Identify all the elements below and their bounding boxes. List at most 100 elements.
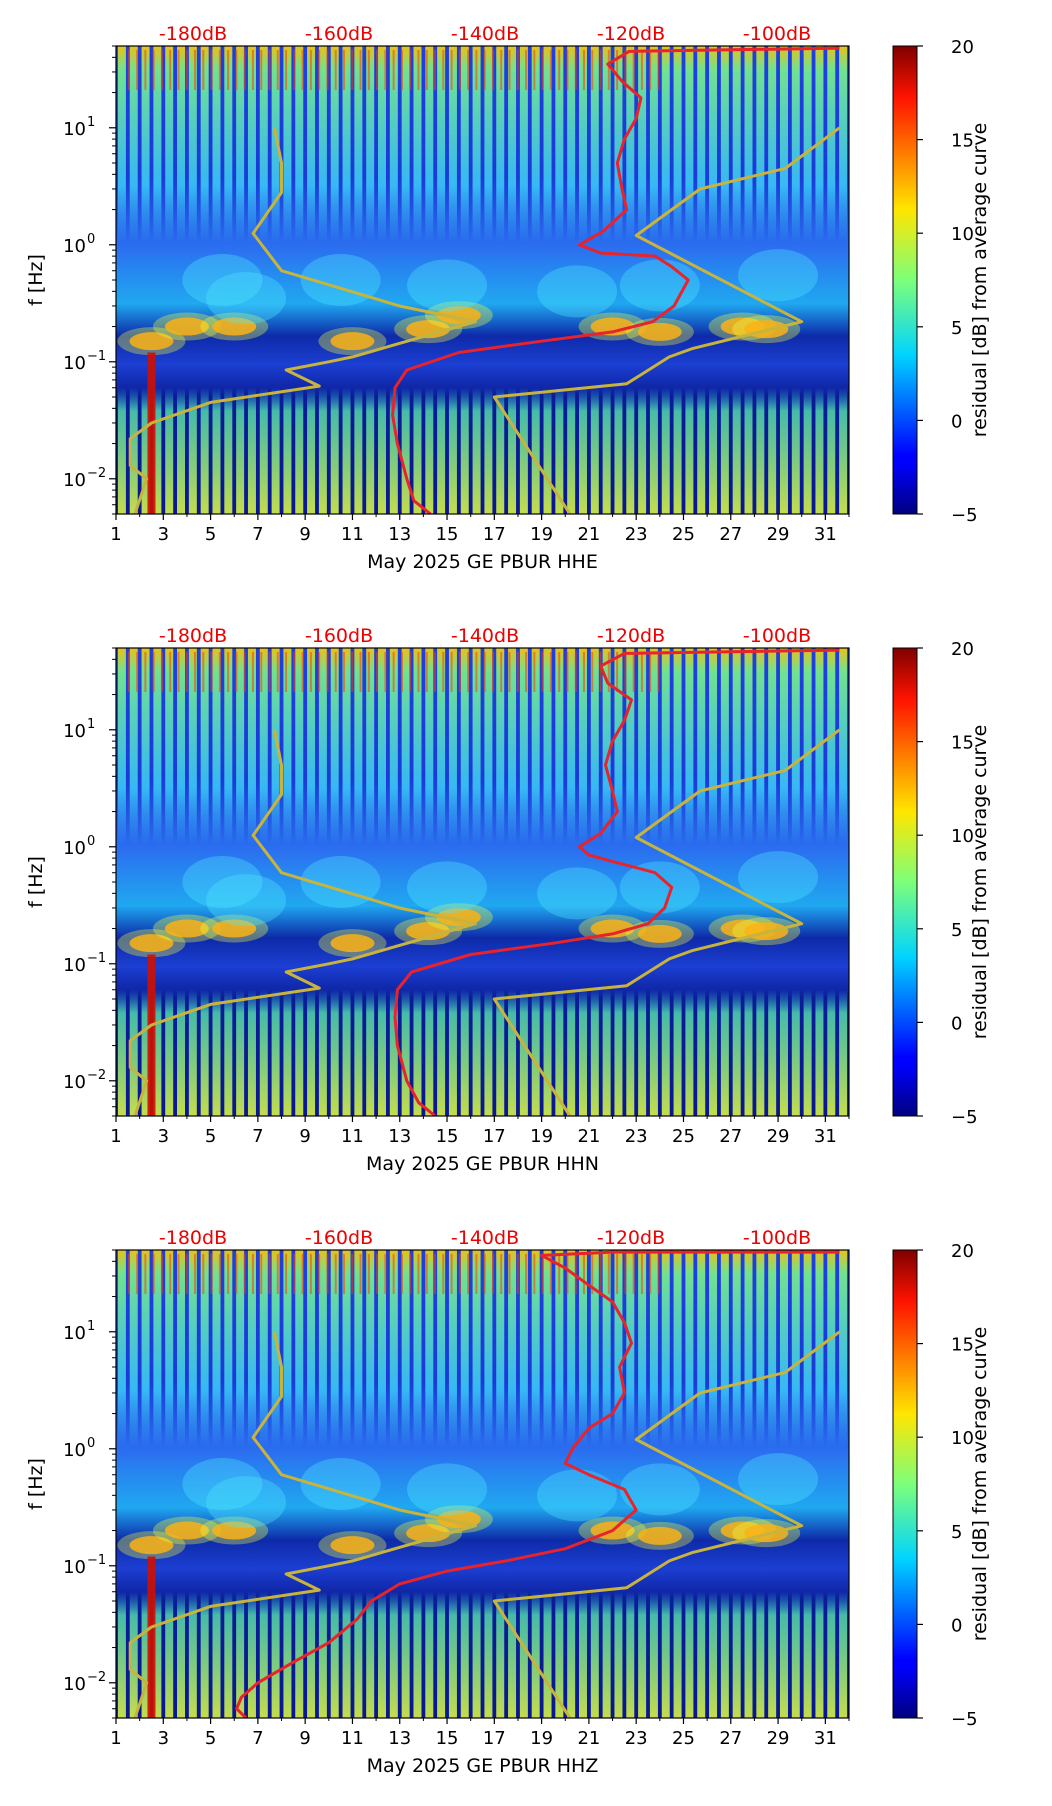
noise-model-curve [128,1331,477,1718]
noise-cloud [407,1463,488,1516]
hf-speckle [541,50,544,90]
hf-speckle [624,1254,627,1294]
microseism-halo [318,1531,387,1560]
microseism-halo [625,1521,694,1550]
y-tick-base: 10 [63,838,86,859]
microseism-blob [406,922,451,941]
y-tick-label: 10 [63,838,86,859]
hf-speckle [218,1254,221,1294]
diurnal-stripe [484,46,493,514]
hf-speckle [235,1254,238,1294]
hf-speckle [276,50,279,90]
hf-speckle [525,652,528,692]
microseism-halo [117,327,186,356]
diurnal-stripe [389,46,398,514]
colorbar-tick-label: 5 [951,318,962,339]
hf-speckle [591,50,594,90]
x-tick-label: 29 [767,1126,790,1147]
hf-speckle [632,1254,635,1294]
colorbar-tick-label: 5 [951,1522,962,1543]
db-scale-label: -120dB [597,625,665,647]
diurnal-stripe [318,648,327,1116]
diurnal-stripe [283,1250,292,1718]
hf-speckle [268,652,271,692]
diurnal-stripe [283,648,292,1116]
x-tick-label: 27 [719,1126,742,1147]
y-tick-exponent: −2 [87,1068,106,1083]
noise-cloud [407,259,488,312]
diurnal-stripe [649,1250,658,1718]
hf-speckle [177,50,180,90]
diurnal-stripe [839,648,848,1116]
colorbar-tick-label: 20 [951,37,974,58]
spectrogram-texture [117,648,848,1116]
noise-cloud [619,861,700,914]
hf-speckle [152,50,155,90]
microseism-blob [637,1526,682,1545]
hf-speckle [549,50,552,90]
diurnal-stripe [177,648,186,1116]
hf-speckle [508,1254,511,1294]
diurnal-stripe [425,648,434,1116]
hf-speckle [541,1254,544,1294]
noise-cloud [738,249,819,302]
hf-speckle [599,652,602,692]
diurnal-stripe [271,1250,280,1718]
noise-cloud [206,874,287,927]
hf-speckle [640,1254,643,1294]
y-tick-label: 10 [63,721,86,742]
hf-speckle [558,652,561,692]
hf-speckle [491,652,494,692]
diurnal-stripe [697,648,706,1116]
db-scale-label: -100dB [743,1227,811,1249]
microseism-halo [625,317,694,346]
hf-speckle [301,50,304,90]
x-tick-label: 23 [625,1126,648,1147]
hf-speckle [541,652,544,692]
hf-speckle [251,652,254,692]
colorbar-tick-label: 15 [951,1335,974,1356]
hf-speckle [342,50,345,90]
hf-speckle [202,1254,205,1294]
hf-speckle [657,652,660,692]
diurnal-stripe [295,648,304,1116]
noise-model-curve-high [492,126,841,514]
colorbar-tick-label: 15 [951,733,974,754]
diurnal-stripe [673,46,682,514]
colorbar-tick-label: 0 [951,1615,962,1636]
hf-speckle [367,1254,370,1294]
hf-speckle [243,652,246,692]
y-tick-base: 10 [63,1072,86,1093]
microseism-halo [152,914,221,943]
db-scale-label: -100dB [743,625,811,647]
diurnal-stripe [378,46,387,514]
diurnal-stripe [177,1250,186,1718]
median-psd-curve [391,46,840,514]
y-tick-label: 10 [63,955,86,976]
hf-speckle [152,1254,155,1294]
microseism-halo [318,327,387,356]
hf-speckle [160,50,163,90]
diurnal-stripe [129,1250,138,1718]
hf-speckle [359,652,362,692]
diurnal-stripe [685,648,694,1116]
hf-speckle [582,652,585,692]
diurnal-stripe [602,648,611,1116]
y-tick-base: 10 [63,955,86,976]
diurnal-stripe [448,46,457,514]
hf-speckle [309,652,312,692]
hf-speckle [483,652,486,692]
diurnal-stripe [413,1250,422,1718]
diurnal-stripe [389,648,398,1116]
y-tick-label: 10 [63,1323,86,1344]
diurnal-stripe [673,648,682,1116]
diurnal-stripe [460,648,469,1116]
microseism-blob [164,317,209,336]
noise-cloud [738,1453,819,1506]
y-tick-exponent: 0 [87,232,95,247]
hf-speckle [483,50,486,90]
x-tick-label: 5 [205,524,216,545]
diurnal-stripe [354,1250,363,1718]
